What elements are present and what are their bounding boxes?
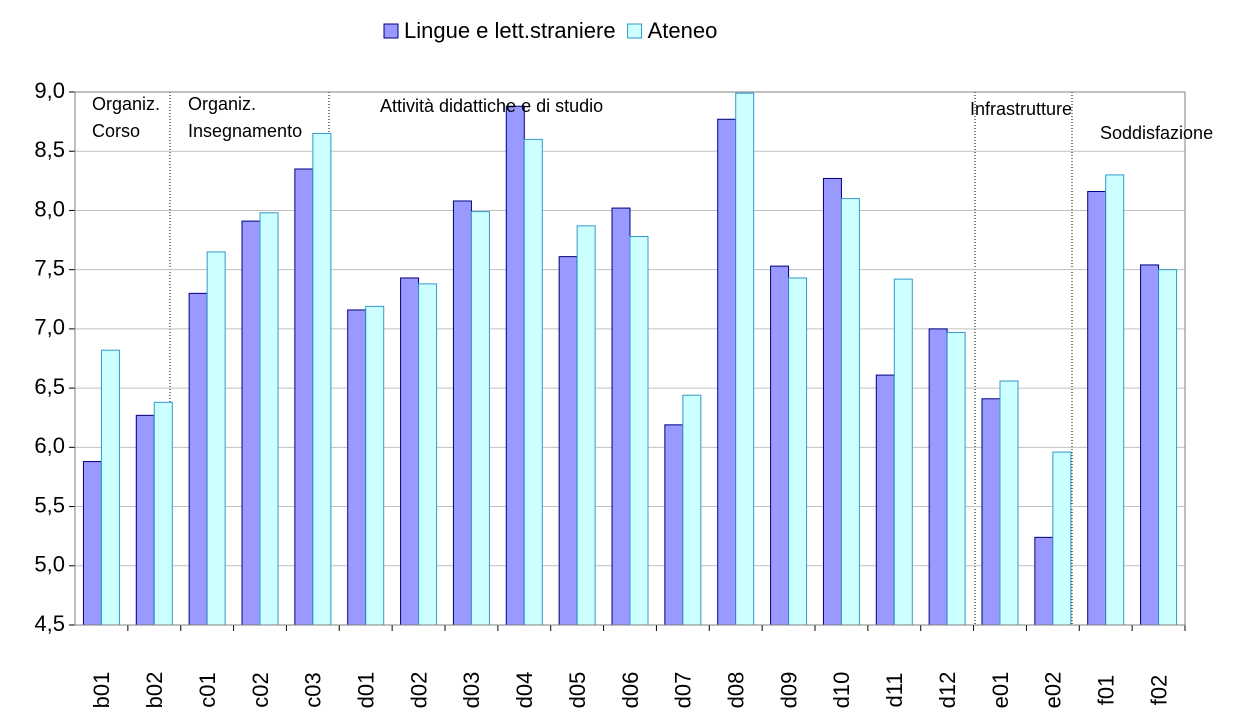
y-tick-label: 9,0 <box>34 78 65 103</box>
bar <box>611 207 631 626</box>
y-tick-label: 5,0 <box>34 552 65 577</box>
bar <box>664 424 684 626</box>
x-tick-label: c03 <box>301 672 326 707</box>
x-tick-label: d09 <box>776 672 801 709</box>
bar <box>999 380 1019 626</box>
bar <box>682 394 702 626</box>
bar <box>188 292 208 626</box>
bar <box>206 251 226 626</box>
bar <box>1105 174 1125 626</box>
plot-frame <box>74 91 1186 626</box>
bar <box>822 177 842 626</box>
bar <box>452 200 472 626</box>
y-tick-label: 4,5 <box>34 611 65 636</box>
legend-swatch <box>383 23 399 39</box>
bar <box>523 138 543 626</box>
bar <box>153 401 173 626</box>
bar <box>717 118 737 626</box>
group-annotation: Infrastrutture <box>970 99 1072 119</box>
bar <box>735 92 755 626</box>
x-tick-label: e01 <box>988 672 1013 709</box>
bar <box>981 398 1001 626</box>
x-tick-label: b01 <box>89 672 114 709</box>
x-tick-label: c01 <box>195 672 220 707</box>
legend-label: Ateneo <box>648 18 718 43</box>
x-tick-label: d01 <box>354 672 379 709</box>
x-tick-label: d11 <box>882 672 907 707</box>
bar <box>558 256 578 626</box>
bar <box>928 328 948 626</box>
group-annotation: Corso <box>92 121 140 141</box>
x-tick-label: f02 <box>1146 675 1171 706</box>
bar <box>82 461 102 626</box>
bar <box>312 132 332 626</box>
y-tick-label: 5,5 <box>34 492 65 517</box>
y-tick-label: 6,5 <box>34 374 65 399</box>
bar <box>241 220 261 626</box>
x-tick-label: d10 <box>829 672 854 709</box>
bar <box>770 265 790 626</box>
y-tick-label: 6,0 <box>34 433 65 458</box>
bar <box>840 198 860 626</box>
bar <box>259 212 279 626</box>
x-tick-label: b02 <box>142 672 167 709</box>
bar <box>946 331 966 626</box>
bar <box>1087 190 1107 626</box>
bar <box>505 105 525 626</box>
group-annotation: Soddisfazione <box>1100 123 1213 143</box>
x-tick-label: d06 <box>618 672 643 709</box>
bar <box>1034 536 1054 626</box>
bar <box>135 414 155 626</box>
x-tick-label: d12 <box>935 672 960 709</box>
y-tick-label: 8,0 <box>34 196 65 221</box>
x-tick-label: d08 <box>724 672 749 709</box>
x-tick-label: d07 <box>671 672 696 709</box>
x-tick-label: d04 <box>512 672 537 709</box>
bar <box>576 225 596 626</box>
y-tick-label: 7,0 <box>34 315 65 340</box>
legend-label: Lingue e lett.straniere <box>404 18 616 43</box>
bar <box>629 236 649 626</box>
bar <box>470 211 490 626</box>
bar <box>418 283 438 626</box>
bar <box>1158 269 1178 626</box>
group-annotation: Insegnamento <box>188 121 302 141</box>
x-tick-label: e02 <box>1041 672 1066 709</box>
bar <box>100 349 120 626</box>
bar <box>893 278 913 626</box>
group-annotation: Organiz. <box>188 94 256 114</box>
y-tick-label: 8,5 <box>34 137 65 162</box>
bar <box>294 168 314 626</box>
y-tick-label: 7,5 <box>34 255 65 280</box>
x-tick-label: d03 <box>459 672 484 709</box>
bar <box>875 374 895 626</box>
bar <box>788 277 808 626</box>
x-tick-label: f01 <box>1094 675 1119 706</box>
x-tick-label: c02 <box>248 672 273 707</box>
x-tick-label: d05 <box>565 672 590 709</box>
bar <box>1140 264 1160 626</box>
bar <box>347 309 367 626</box>
bar <box>1052 451 1072 626</box>
x-tick-label: d02 <box>406 672 431 709</box>
group-annotation: Organiz. <box>92 94 160 114</box>
legend-swatch <box>627 23 643 39</box>
bar <box>400 277 420 626</box>
group-annotation: Attività didattiche e di studio <box>380 96 603 116</box>
bar <box>365 305 385 626</box>
